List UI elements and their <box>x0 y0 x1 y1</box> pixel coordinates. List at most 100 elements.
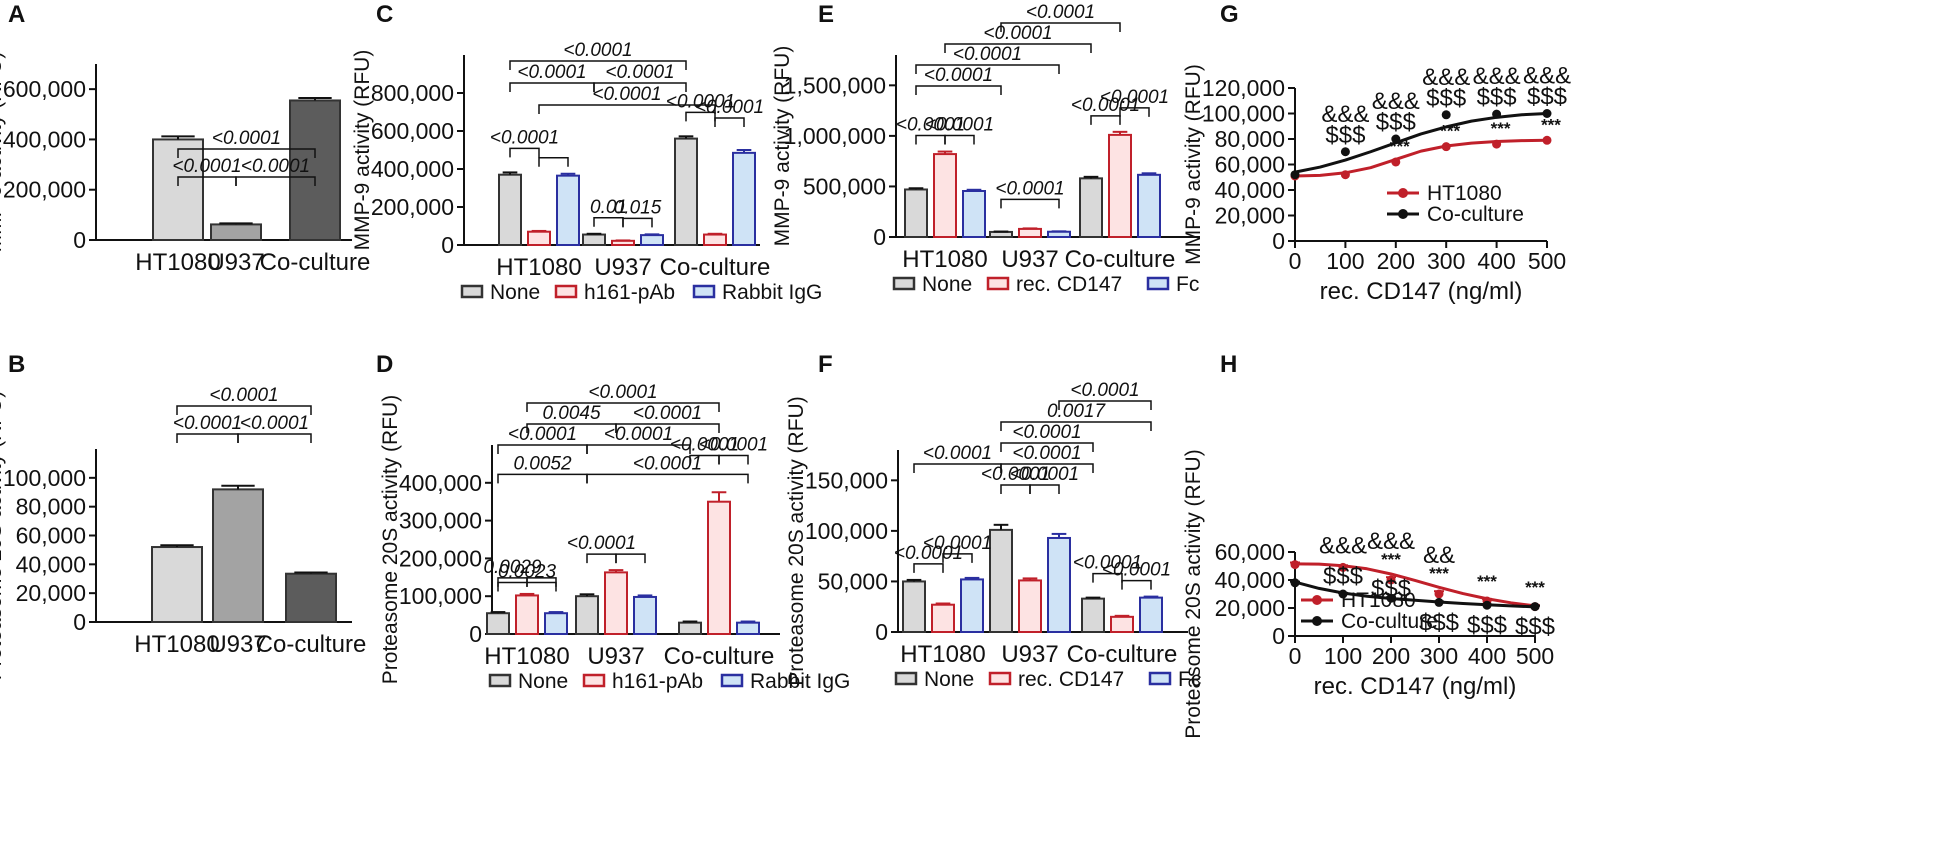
significance-bracket <box>915 64 1060 74</box>
bar <box>960 578 984 634</box>
p-value-label: <0.0001 <box>604 424 673 445</box>
x-category-label: HT1080 <box>900 641 985 668</box>
data-point <box>1290 170 1300 180</box>
p-value-label: <0.0001 <box>925 115 994 136</box>
bar <box>1018 579 1042 634</box>
annotation-label: $$$ <box>1477 84 1517 111</box>
x-category-label: Co-culture <box>1067 641 1178 668</box>
significance-bracket <box>538 104 716 114</box>
p-value-label: <0.0001 <box>240 413 309 434</box>
x-category-label: HT1080 <box>902 246 987 273</box>
annotation-label: &&& <box>1319 532 1367 559</box>
legend-swatch <box>720 673 744 688</box>
y-tick-label: 0 <box>73 227 86 253</box>
annotation-label: &&& <box>1367 528 1415 555</box>
y-axis-label: MMP-9 activity (RFU) <box>0 52 6 253</box>
p-value-label: <0.0001 <box>924 65 993 86</box>
annotation-label: $$$ <box>1527 84 1567 111</box>
significance-bracket <box>586 444 691 454</box>
legend-label: Co-culture <box>1341 610 1438 633</box>
y-tick-label: 150,000 <box>805 467 888 493</box>
legend-label: h161-pAb <box>612 670 703 693</box>
significance-bracket <box>1000 22 1121 32</box>
significance-bracket <box>913 563 944 573</box>
significance-star: *** <box>1491 119 1511 138</box>
y-tick-label: 200,000 <box>371 194 454 220</box>
significance-star: *** <box>1440 122 1460 141</box>
x-category-label: HT1080 <box>484 643 569 670</box>
y-tick-label: 0 <box>441 232 454 258</box>
significance-bracket <box>685 111 716 122</box>
p-value-label: <0.0001 <box>241 156 310 177</box>
x-tick-label: 100 <box>1324 643 1362 669</box>
p-value-label: <0.0001 <box>1010 464 1079 485</box>
panel-label: G <box>1220 1 1239 28</box>
significance-bracket <box>497 581 557 592</box>
y-tick-label: 0 <box>1272 623 1285 649</box>
x-category-label: U937 <box>587 643 644 670</box>
bar <box>498 173 522 246</box>
significance-bracket <box>1029 484 1060 494</box>
bar <box>931 603 955 634</box>
legend-label: Fc <box>1178 668 1201 691</box>
bar <box>1108 133 1132 238</box>
p-value-label: <0.0001 <box>563 40 632 61</box>
significance-bracket <box>497 473 588 484</box>
x-axis-label: rec. CD147 (ng/ml) <box>1320 278 1523 305</box>
significance-bracket <box>1000 198 1060 209</box>
x-category-label: Co-culture <box>256 631 367 658</box>
p-value-label: <0.0001 <box>1071 95 1140 116</box>
p-value-label: <0.0001 <box>605 62 674 83</box>
annotation-label: $$$ <box>1371 576 1411 603</box>
annotation-label: $$$ <box>1376 109 1416 136</box>
p-value-label: <0.0001 <box>695 97 764 118</box>
significance-bracket <box>615 553 646 564</box>
bar <box>486 612 510 636</box>
legend-marker <box>1312 616 1322 626</box>
fit-line <box>1294 138 1548 178</box>
y-tick-label: 500,000 <box>803 173 886 199</box>
legend-label: None <box>490 281 540 304</box>
significance-bracket <box>177 148 316 158</box>
data-point <box>1290 560 1300 570</box>
y-axis-label: Proteasome 20S activity (RFU) <box>0 391 6 680</box>
significance-bracket <box>1090 115 1121 125</box>
p-value-label: <0.0001 <box>209 385 278 406</box>
data-point <box>1434 597 1444 607</box>
x-tick-label: 200 <box>1372 643 1410 669</box>
bar <box>582 233 606 247</box>
x-tick-label: 500 <box>1528 248 1566 274</box>
legend-swatch <box>692 284 716 299</box>
data-point <box>1434 589 1444 599</box>
y-axis-label: MMP-9 activity (RFU) <box>771 46 794 247</box>
significance-bracket <box>176 433 239 443</box>
significance-bracket <box>1000 484 1031 494</box>
fit-line <box>1294 562 1536 608</box>
bar <box>289 99 341 242</box>
y-tick-label: 0 <box>1272 228 1285 254</box>
p-value-label: <0.0001 <box>588 382 657 403</box>
p-value-label: 0.0052 <box>513 453 572 474</box>
bar <box>989 230 1013 238</box>
significance-star: *** <box>1477 572 1497 591</box>
y-axis-label: Proteasome 20S activity (RFU) <box>785 396 808 685</box>
y-tick-label: 0 <box>875 619 888 645</box>
p-value-label: <0.0001 <box>981 464 1050 485</box>
annotation-label: &&& <box>1422 64 1470 91</box>
data-point <box>1340 170 1350 180</box>
legend-label: h161-pAb <box>584 281 675 304</box>
y-tick-label: 120,000 <box>1202 75 1285 101</box>
y-tick-label: 200,000 <box>399 545 482 571</box>
x-category-label: U937 <box>207 249 264 276</box>
y-tick-label: 100,000 <box>3 465 86 491</box>
legend-marker <box>1312 595 1322 605</box>
data-point <box>1542 135 1552 145</box>
p-value-label: 0.0045 <box>542 403 601 424</box>
x-category-label: U937 <box>1001 641 1058 668</box>
y-tick-label: 400,000 <box>399 470 482 496</box>
p-value-label: <0.0001 <box>1012 443 1081 464</box>
significance-bracket <box>176 405 312 415</box>
